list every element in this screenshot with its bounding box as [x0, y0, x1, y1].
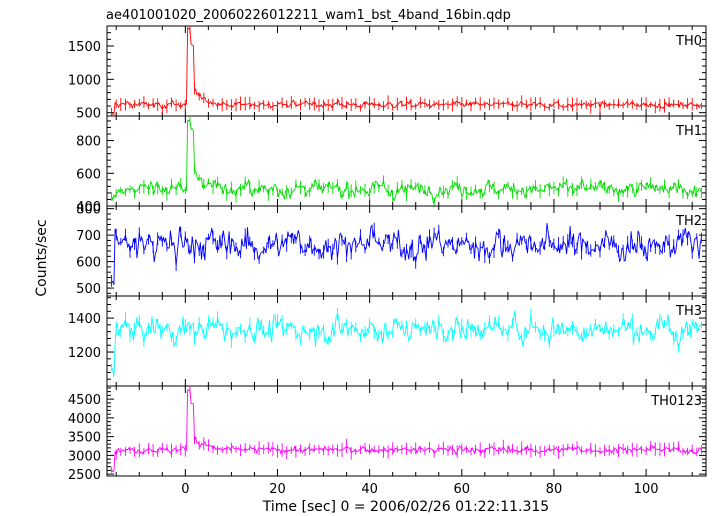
y-tick-label: 500: [76, 107, 101, 122]
panel-th3: 1200 1400 TH3: [68, 295, 707, 387]
panel-name-label: TH0: [675, 34, 702, 49]
y-tick-label: 3500: [68, 431, 101, 446]
y-tick-label: 800: [76, 135, 101, 150]
series-line-th0123: [111, 386, 702, 473]
panel-th1: 400 600 800 TH1: [76, 115, 707, 215]
x-axis-title: Time [sec] 0 = 2006/02/26 01:22:11.315: [262, 499, 549, 515]
panel-name-label: TH1: [675, 124, 702, 139]
y-tick-label: 800: [76, 203, 101, 218]
x-tick-label: 0: [181, 482, 189, 497]
x-tick-label: 100: [634, 482, 659, 497]
y-tick-label: 1000: [68, 73, 101, 88]
y-tick-label: 4500: [68, 393, 101, 408]
panel-th2: 500 600 700 800 TH2: [76, 203, 707, 297]
y-tick-label: 4000: [68, 412, 101, 427]
y-tick-label: 2500: [68, 468, 101, 483]
panel-frame: [106, 295, 707, 387]
panel-frame: [106, 385, 707, 477]
series-line-th2: [111, 222, 702, 287]
y-tick-label: 1400: [68, 312, 101, 327]
y-tick-label: 600: [76, 256, 101, 271]
y-tick-label: 400: [76, 200, 101, 215]
y-tick-label: 500: [76, 282, 101, 297]
x-tick-label: 20: [269, 482, 286, 497]
series-line-th1: [111, 117, 702, 206]
x-tick-label: 80: [546, 482, 563, 497]
series-line-th0: [111, 26, 702, 116]
x-tick-label: 60: [454, 482, 471, 497]
y-axis-title: Counts/sec: [34, 219, 50, 296]
series-line-th3: [111, 307, 702, 377]
x-tick-label: 40: [361, 482, 378, 497]
y-tick-label: 3000: [68, 449, 101, 464]
panel-th0: 500 1000 1500 TH0: [68, 25, 707, 122]
chart-title: ae401001020_20060226012211_wam1_bst_4ban…: [106, 8, 511, 23]
y-tick-label: 600: [76, 167, 101, 182]
y-tick-label: 700: [76, 229, 101, 244]
panel-th0123: 2500 3000 3500 4000 4500 TH0123 0 20 40 60 80 100: [68, 385, 707, 497]
y-tick-label: 1200: [68, 346, 101, 361]
panel-name-label: TH2: [675, 214, 702, 229]
y-tick-label: 1500: [68, 40, 101, 55]
panel-name-label: TH3: [675, 304, 702, 319]
panel-name-label: TH0123: [650, 394, 702, 409]
